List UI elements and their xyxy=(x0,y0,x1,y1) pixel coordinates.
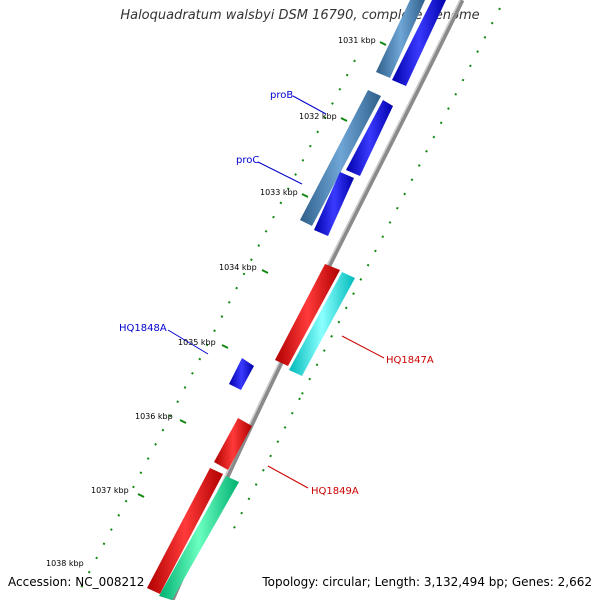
tick-label-1038: 1038 kbp xyxy=(46,559,84,568)
gene-label-proc: proC xyxy=(236,155,259,166)
leader-prob xyxy=(292,95,327,115)
tick-mark-1031 xyxy=(379,41,387,46)
genome-summary-text: Topology: circular; Length: 3,132,494 bp… xyxy=(262,575,592,589)
tick-mark-1033 xyxy=(301,193,309,198)
leader-hq1849a xyxy=(267,465,309,489)
feature-red-hq1849a xyxy=(214,418,252,470)
gene-label-prob: proB xyxy=(270,90,293,101)
tick-mark-1036 xyxy=(179,419,187,424)
tick-mark-1032 xyxy=(340,117,348,122)
tick-mark-1037 xyxy=(137,493,145,498)
tick-label-1033: 1033 kbp xyxy=(260,188,298,197)
leader-hq1847a xyxy=(341,335,385,359)
feature-blue-hq1848a xyxy=(229,358,254,390)
inner-dot-ring xyxy=(79,59,356,591)
feature-blue-top xyxy=(392,0,446,86)
leader-proc xyxy=(257,161,303,185)
tick-mark-1035 xyxy=(221,344,229,349)
feature-blue-proc xyxy=(314,172,354,236)
accession-text: Accession: NC_008212 xyxy=(8,575,145,589)
tick-label-1037: 1037 kbp xyxy=(91,486,129,495)
tick-mark-1034 xyxy=(261,269,269,274)
feature-steelblue-top xyxy=(376,0,425,78)
feature-steelblue-prob-proc xyxy=(300,90,381,226)
gene-label-hq1848a: HQ1848A xyxy=(119,323,167,334)
gene-label-hq1849a: HQ1849A xyxy=(311,486,359,497)
tick-label-1032: 1032 kbp xyxy=(299,112,337,121)
tick-label-1034: 1034 kbp xyxy=(219,263,257,272)
feature-blue-prob xyxy=(346,100,393,176)
leader-hq1848a xyxy=(167,329,209,355)
tick-label-1036: 1036 kbp xyxy=(135,412,173,421)
tick-label-1031: 1031 kbp xyxy=(338,36,376,45)
feature-red-lower xyxy=(147,468,223,594)
map-title: Haloquadratum walsbyi DSM 16790, complet… xyxy=(120,8,480,23)
gene-label-hq1847a: HQ1847A xyxy=(386,355,434,366)
feature-red-hq1847a xyxy=(275,264,340,366)
tick-label-1035: 1035 kbp xyxy=(178,338,216,347)
feature-cyan-hq1847a xyxy=(289,272,355,376)
feature-green-lower xyxy=(159,476,239,600)
